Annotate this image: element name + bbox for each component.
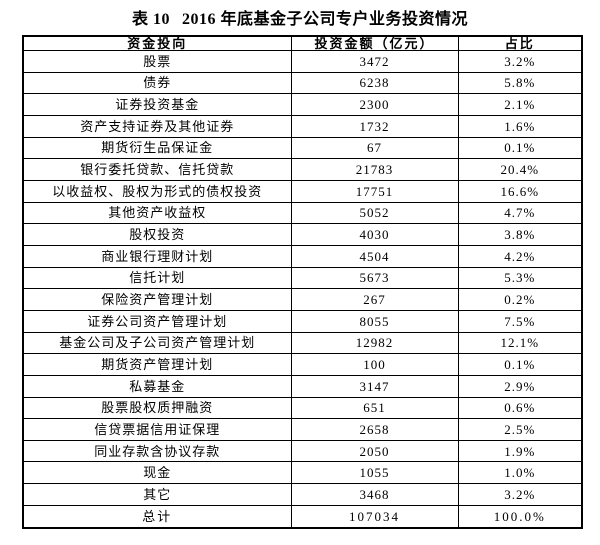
table-row: 期货资产管理计划 100 0.1% — [22, 353, 583, 376]
cell-amount: 100 — [290, 353, 459, 376]
cell-amount: 4030 — [290, 223, 459, 246]
table-row: 同业存款含协议存款 2050 1.9% — [22, 439, 583, 463]
cell-direction: 股权投资 — [22, 223, 292, 246]
cell-amount: 1055 — [290, 461, 459, 485]
cell-amount: 6238 — [290, 71, 459, 95]
header-cell-amount: 投资金额（亿元） — [290, 35, 459, 51]
cell-ratio: 5.8% — [457, 71, 583, 95]
cell-ratio: 0.6% — [457, 396, 583, 420]
cell-direction: 同业存款含协议存款 — [22, 439, 292, 463]
cell-amount: 2050 — [290, 439, 459, 463]
table-row: 以收益权、股权为形式的债权投资 17751 16.6% — [22, 179, 583, 203]
table-row: 现金 1055 1.0% — [22, 461, 583, 485]
cell-ratio: 0.1% — [457, 353, 583, 376]
cell-direction: 证券公司资产管理计划 — [22, 309, 292, 333]
cell-direction: 以收益权、股权为形式的债权投资 — [22, 179, 292, 203]
table-row: 证券投资基金 2300 2.1% — [22, 93, 583, 116]
table-row: 其它 3468 3.2% — [22, 483, 583, 506]
cell-direction: 信托计划 — [22, 266, 292, 290]
cell-amount: 67 — [290, 136, 459, 160]
cell-amount: 107034 — [290, 504, 459, 529]
table-row: 其他资产收益权 5052 4.7% — [22, 201, 583, 225]
cell-ratio: 7.5% — [457, 309, 583, 333]
cell-direction: 信贷票据信用证保理 — [22, 418, 292, 441]
cell-direction: 私募基金 — [22, 374, 292, 398]
table-row: 信托计划 5673 5.3% — [22, 266, 583, 290]
table-number-label: 表 10 — [131, 11, 170, 28]
cell-amount: 3468 — [290, 483, 459, 506]
cell-ratio: 2.5% — [457, 418, 583, 441]
table-row: 信贷票据信用证保理 2658 2.5% — [22, 418, 583, 441]
cell-direction: 总计 — [22, 504, 292, 529]
table-row: 股票股权质押融资 651 0.6% — [22, 396, 583, 420]
investment-table-container: 资金投向 投资金额（亿元） 占比 股票 3472 3.2% 债券 6238 5.8% 证券投… — [22, 35, 583, 529]
cell-ratio: 2.1% — [457, 93, 583, 116]
cell-amount: 17751 — [290, 179, 459, 203]
cell-direction: 债券 — [22, 71, 292, 95]
header-cell-ratio: 占比 — [457, 35, 583, 51]
cell-direction: 基金公司及子公司资产管理计划 — [22, 331, 292, 355]
table-row: 保险资产管理计划 267 0.2% — [22, 288, 583, 311]
cell-direction: 其它 — [22, 483, 292, 506]
cell-amount: 12982 — [290, 331, 459, 355]
cell-amount: 5052 — [290, 201, 459, 225]
cell-ratio: 1.6% — [457, 114, 583, 138]
cell-ratio: 3.2% — [457, 483, 583, 506]
cell-direction: 现金 — [22, 461, 292, 485]
cell-ratio: 0.1% — [457, 136, 583, 160]
table-row: 私募基金 3147 2.9% — [22, 374, 583, 398]
cell-direction: 商业银行理财计划 — [22, 244, 292, 268]
cell-ratio: 5.3% — [457, 266, 583, 290]
cell-direction: 期货资产管理计划 — [22, 353, 292, 376]
table-row: 基金公司及子公司资产管理计划 12982 12.1% — [22, 331, 583, 355]
cell-amount: 4504 — [290, 244, 459, 268]
cell-direction: 期货衍生品保证金 — [22, 136, 292, 160]
cell-amount: 3472 — [290, 50, 459, 73]
cell-amount: 5673 — [290, 266, 459, 290]
investment-table: 资金投向 投资金额（亿元） 占比 股票 3472 3.2% 债券 6238 5.8% 证券投… — [22, 35, 583, 529]
table-row: 商业银行理财计划 4504 4.2% — [22, 244, 583, 268]
table-row: 证券公司资产管理计划 8055 7.5% — [22, 309, 583, 333]
cell-direction: 股票 — [22, 50, 292, 73]
cell-amount: 21783 — [290, 158, 459, 181]
cell-ratio: 16.6% — [457, 179, 583, 203]
table-row: 银行委托贷款、信托贷款 21783 20.4% — [22, 158, 583, 181]
cell-ratio: 20.4% — [457, 158, 583, 181]
table-row: 期货衍生品保证金 67 0.1% — [22, 136, 583, 160]
cell-direction: 银行委托贷款、信托贷款 — [22, 158, 292, 181]
cell-ratio: 100.0% — [457, 504, 583, 529]
table-row: 股票 3472 3.2% — [22, 50, 583, 73]
cell-ratio: 4.2% — [457, 244, 583, 268]
cell-direction: 资产支持证券及其他证券 — [22, 114, 292, 138]
cell-ratio: 0.2% — [457, 288, 583, 311]
cell-ratio: 3.2% — [457, 50, 583, 73]
cell-amount: 8055 — [290, 309, 459, 333]
cell-ratio: 1.0% — [457, 461, 583, 485]
cell-ratio: 12.1% — [457, 331, 583, 355]
cell-amount: 1732 — [290, 114, 459, 138]
cell-direction: 股票股权质押融资 — [22, 396, 292, 420]
page-title: 表 10 2016 年底基金子公司专户业务投资情况 — [0, 5, 600, 29]
total-row: 总计 107034 100.0% — [22, 504, 583, 529]
header-cell-direction: 资金投向 — [22, 35, 292, 51]
cell-direction: 证券投资基金 — [22, 93, 292, 116]
cell-ratio: 1.9% — [457, 439, 583, 463]
cell-amount: 651 — [290, 396, 459, 420]
cell-ratio: 3.8% — [457, 223, 583, 246]
cell-direction: 其他资产收益权 — [22, 201, 292, 225]
cell-direction: 保险资产管理计划 — [22, 288, 292, 311]
table-row: 债券 6238 5.8% — [22, 71, 583, 95]
cell-amount: 267 — [290, 288, 459, 311]
header-row: 资金投向 投资金额（亿元） 占比 — [22, 35, 583, 51]
cell-amount: 3147 — [290, 374, 459, 398]
table-row: 股权投资 4030 3.8% — [22, 223, 583, 246]
table-row: 资产支持证券及其他证券 1732 1.6% — [22, 114, 583, 138]
cell-amount: 2300 — [290, 93, 459, 116]
cell-amount: 2658 — [290, 418, 459, 441]
table-title-text: 2016 年底基金子公司专户业务投资情况 — [182, 11, 469, 28]
cell-ratio: 2.9% — [457, 374, 583, 398]
cell-ratio: 4.7% — [457, 201, 583, 225]
